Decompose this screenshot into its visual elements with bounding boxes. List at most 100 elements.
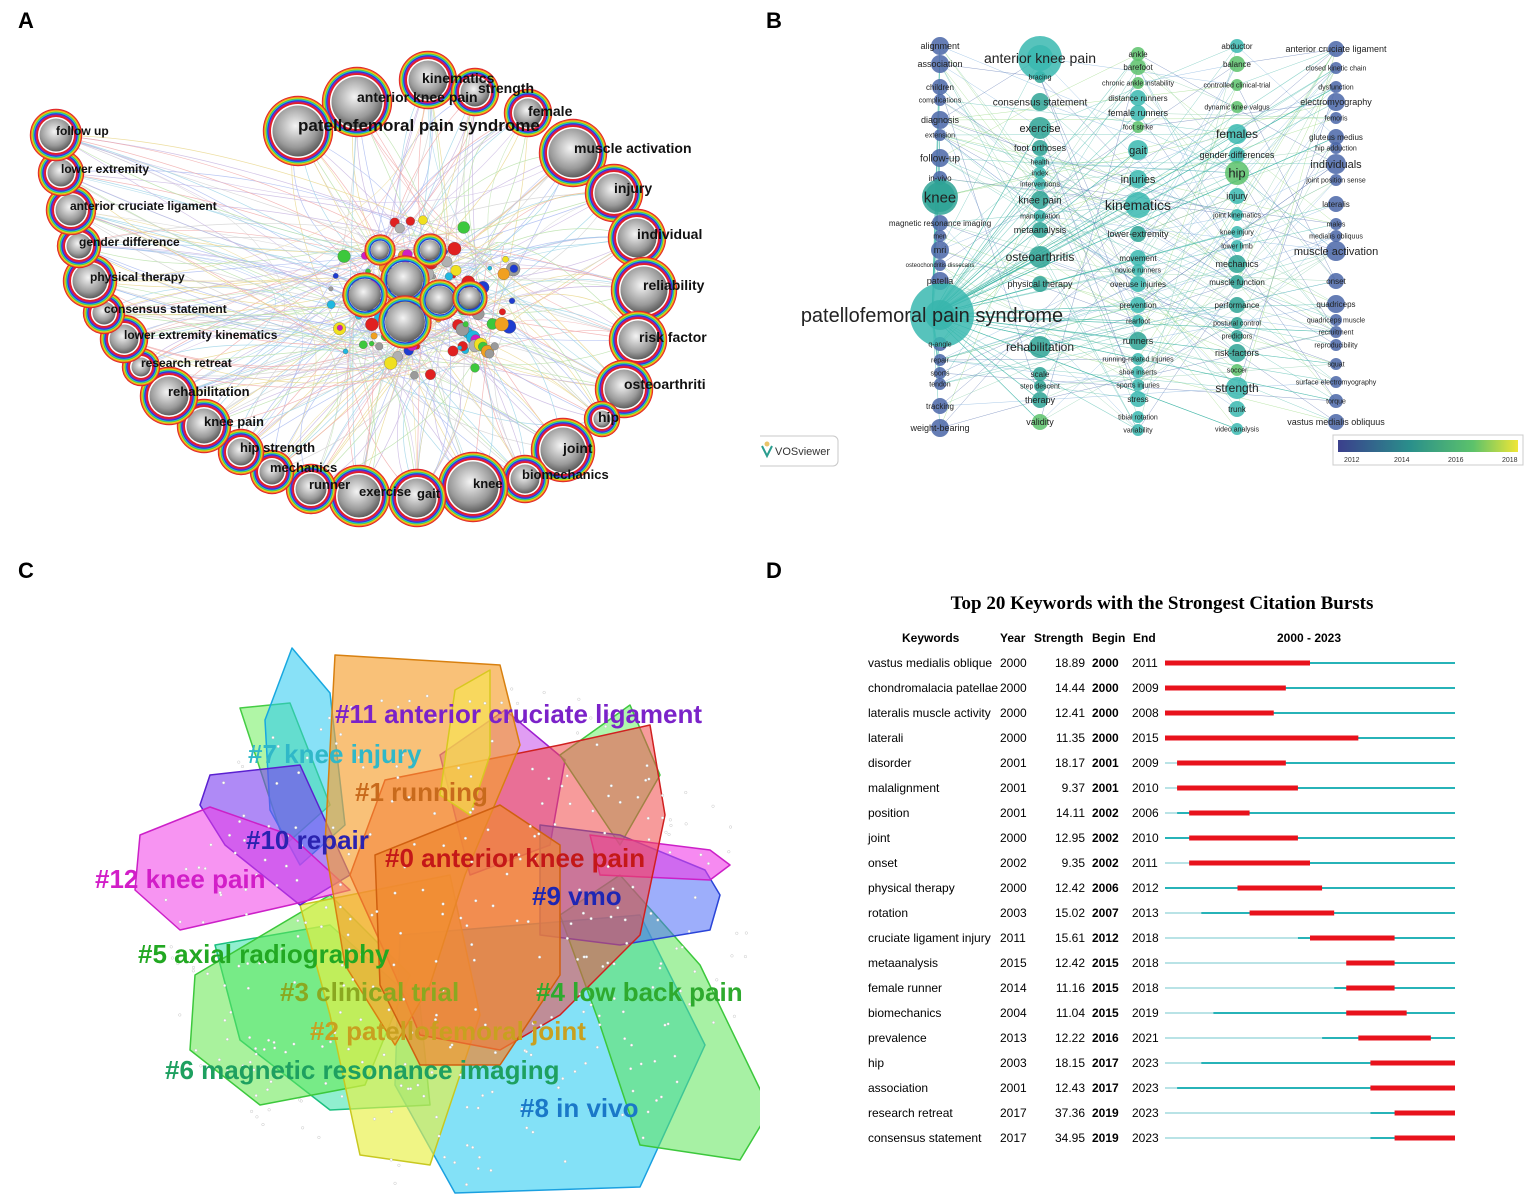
cluster-point: [540, 802, 544, 806]
burst-row: consensus statement 2017 34.95 2019 2023: [868, 1131, 1455, 1145]
network-b-edge: [1039, 67, 1337, 258]
burst-begin: 2019: [1092, 1131, 1119, 1145]
cluster-point: [555, 1027, 559, 1031]
cluster-point: [518, 857, 522, 861]
cluster-point: [658, 966, 662, 970]
network-a-node: [272, 105, 324, 157]
cluster-point: [711, 804, 715, 808]
node-a-label: physical therapy: [90, 270, 185, 284]
network-a-edge: [356, 101, 639, 341]
cluster-point: [395, 764, 399, 768]
burst-begin: 2002: [1092, 806, 1119, 820]
network-a-node: [295, 473, 327, 505]
network-b-node: [1130, 276, 1146, 292]
cluster-point: [347, 1047, 351, 1051]
network-b-edge: [1236, 235, 1337, 283]
cluster-point: [246, 962, 250, 966]
cluster-point: [465, 1143, 469, 1147]
network-b-label: foot strike: [1123, 124, 1153, 131]
network-a-edge: [168, 363, 419, 397]
cluster-label-1: #1 running: [355, 777, 488, 807]
network-b-node: [1330, 174, 1342, 186]
network-a-edge: [310, 286, 645, 490]
cluster-point: [433, 811, 437, 815]
cluster-point: [393, 1181, 397, 1185]
cluster-point: [340, 1094, 344, 1098]
network-a-edge: [55, 134, 574, 203]
burst-table-title: Top 20 Keywords with the Strongest Citat…: [951, 593, 1374, 614]
cluster-point: [591, 809, 595, 813]
burst-end: 2009: [1132, 681, 1159, 695]
network-b-edge: [939, 280, 1139, 360]
cluster-point: [333, 1031, 337, 1035]
network-b-label: recruitment: [1318, 329, 1353, 336]
network-b-node: [1032, 276, 1048, 292]
network-b-edge: [1236, 45, 1337, 138]
network-b-edge: [1137, 84, 1238, 342]
burst-row: female runner 2014 11.16 2015 2018: [868, 981, 1455, 995]
legend-year: 2012: [1344, 457, 1360, 464]
network-b-label: running-related injuries: [1102, 356, 1174, 363]
network-a-core-ring: [416, 236, 444, 264]
cluster-point: [576, 731, 580, 735]
cluster-point: [526, 920, 530, 924]
node-a-label: biomechanics: [522, 467, 609, 482]
cluster-point: [298, 1098, 302, 1102]
cluster-point: [578, 888, 582, 892]
cluster-point: [639, 1062, 643, 1066]
network-b-edge: [939, 119, 1337, 321]
network-b-labels: alignment association children complication…: [801, 41, 1387, 434]
cluster-point: [476, 1106, 480, 1110]
burst-begin: 2000: [1092, 656, 1119, 670]
network-a-core-ring: [455, 283, 485, 313]
burst-begin: 2002: [1092, 856, 1119, 870]
cluster-point: [531, 1021, 535, 1025]
burst-strength: 34.95: [1055, 1131, 1085, 1145]
cluster-point: [684, 790, 688, 794]
network-b-label: abductor: [1221, 42, 1252, 51]
node-a-label: knee pain: [204, 414, 264, 429]
network-b-label: patellofemoral pain syndrome: [801, 305, 1063, 327]
network-b-label: anterior cruciate ligament: [1285, 44, 1387, 54]
network-b-label: joint kinematics: [1212, 212, 1261, 219]
network-b-node: [932, 398, 948, 414]
cluster-point: [217, 1058, 221, 1062]
panel-a-network: kinematics strength anterior knee pain f…: [29, 50, 707, 528]
network-b-node: [1132, 379, 1144, 391]
node-a-label: exercise: [359, 484, 411, 499]
network-a-core-node: [457, 221, 470, 234]
cluster-point: [664, 830, 668, 834]
network-b-label: gait: [1129, 145, 1147, 157]
burst-year: 2000: [1000, 681, 1027, 695]
cluster-poly-2: [374, 804, 561, 1066]
network-b-node: [934, 129, 946, 141]
cluster-point: [538, 955, 542, 959]
burst-begin: 2015: [1092, 956, 1119, 970]
network-b-edge: [1236, 245, 1337, 305]
burst-end: 2023: [1132, 1081, 1159, 1095]
cluster-point: [226, 1069, 230, 1073]
cluster-point: [269, 1080, 273, 1084]
network-b-label: mechanics: [1215, 259, 1259, 269]
cluster-point: [727, 850, 731, 854]
cluster-point: [602, 858, 606, 862]
node-a-label: reliability: [643, 277, 705, 293]
network-a-core-ring: [343, 273, 387, 317]
network-b-label: squat: [1327, 361, 1344, 368]
cluster-label-4: #4 low back pain: [536, 977, 743, 1007]
cluster-point: [517, 853, 521, 857]
cluster-point: [319, 925, 323, 929]
network-b-label: physical therapy: [1007, 279, 1073, 289]
burst-keyword: laterali: [868, 731, 903, 745]
cluster-point: [565, 936, 569, 940]
network-b-node: [934, 367, 946, 379]
cluster-point: [223, 1018, 227, 1022]
burst-begin: 2001: [1092, 756, 1119, 770]
burst-row: cruciate ligament injury 2011 15.61 2012 201…: [868, 931, 1455, 945]
network-b-edge: [1039, 127, 1139, 400]
network-b-edge: [939, 340, 1139, 385]
network-a-core: [326, 215, 521, 380]
network-a-edge: [271, 338, 354, 473]
network-b-edge: [1137, 106, 1238, 271]
burst-end: 2010: [1132, 831, 1159, 845]
